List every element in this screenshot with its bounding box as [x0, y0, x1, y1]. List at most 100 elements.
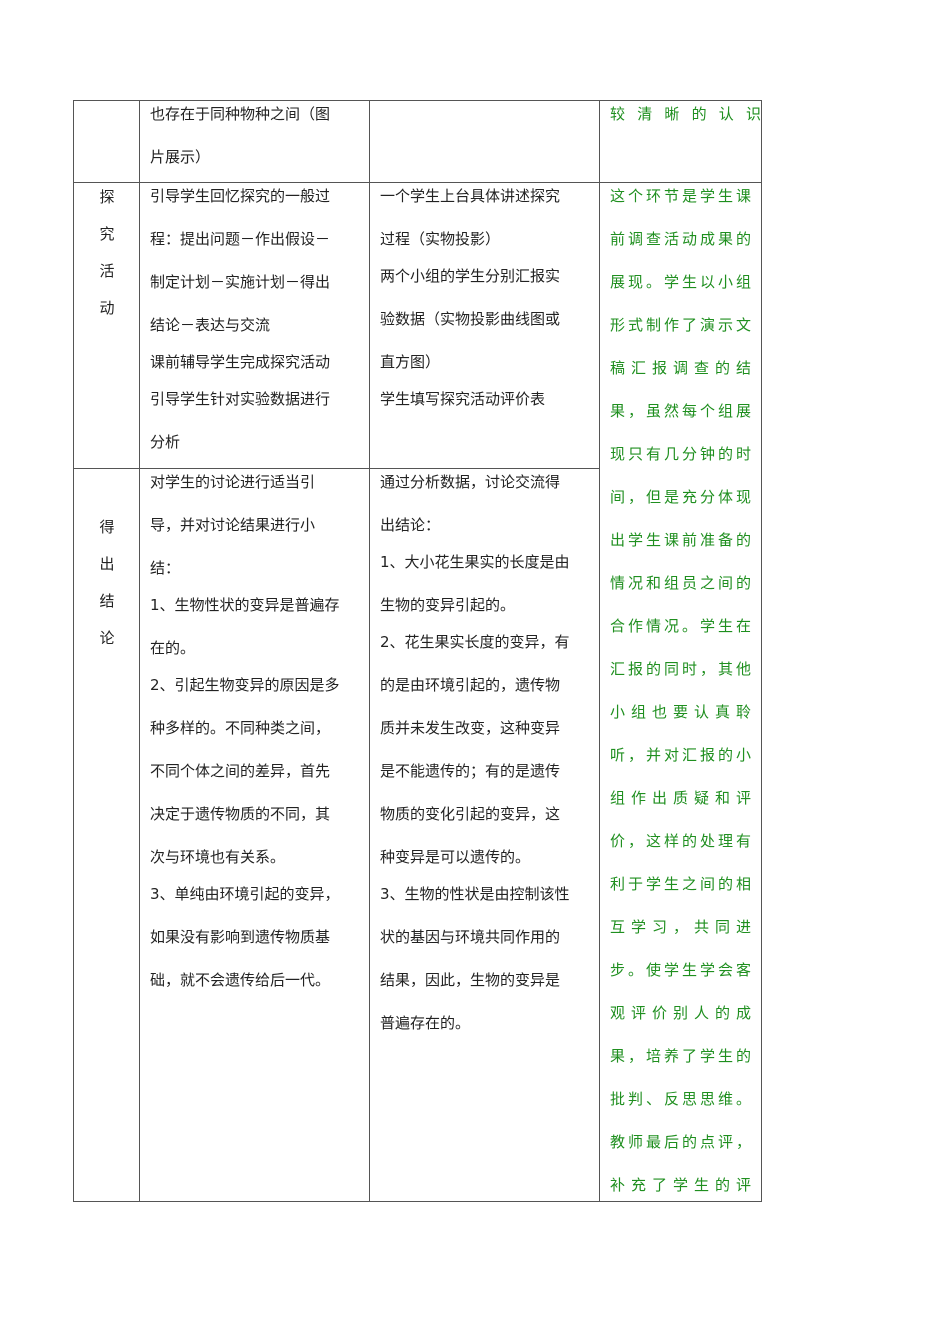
text-line: 也存在于同种物种之间（图	[150, 105, 331, 123]
text-line: 础，就不会遗传给后一代。	[150, 971, 331, 989]
text-line: 决定于遗传物质的不同，其	[150, 805, 331, 823]
text-line: 课前辅导学生完成探究活动	[150, 353, 331, 371]
paragraph: 3、单纯由环境引起的变异， 如果没有影响到遗传物质基 础，就不会遗传给后一代。	[150, 873, 369, 1002]
text-line: 出学生课前准备的	[610, 531, 751, 549]
text-line: 互学习，共同进	[610, 918, 751, 936]
r1-teacher-cell: 也存在于同种物种之间（图 片展示）	[139, 100, 370, 183]
text-line: 1、大小花生果实的长度是由	[380, 553, 570, 571]
text-line: 听，并对汇报的小	[610, 746, 751, 764]
text-line: 合作情况。学生在	[610, 617, 751, 635]
r2-student-cell: 一个学生上台具体讲述探究 过程（实物投影） 两个小组的学生分别汇报实 验数据（实物投影…	[369, 182, 600, 469]
paragraph: 3、生物的性状是由控制该性 状的基因与环境共同作用的 结果，因此，生物的变异是 普遍存…	[380, 873, 599, 1045]
text-line: 在的。	[150, 639, 196, 657]
paragraph: 一个学生上台具体讲述探究 过程（实物投影）	[380, 183, 599, 261]
text-line: 2、花生果实长度的变异，有	[380, 633, 570, 651]
text-line: 次与环境也有关系。	[150, 848, 286, 866]
text-line: 种变异是可以遗传的。	[380, 848, 531, 866]
note-merged-cell: 这个环节是学生课 前调查活动成果的 展现。学生以小组 形式制作了演示文 稿汇报调查的结果…	[599, 182, 762, 1202]
text-line: 学生填写探究活动评价表	[380, 390, 546, 408]
text-line: 一个学生上台具体讲述探究	[380, 187, 561, 205]
text-line: 3、单纯由环境引起的变异，	[150, 885, 340, 903]
text-line: 小组也要认真聆	[610, 703, 751, 721]
text-line: 是不能遗传的；有的是遗传	[380, 762, 561, 780]
text-line: 程：提出问题－作出假设－	[150, 230, 331, 248]
text-line: 通过分析数据，讨论交流得	[380, 473, 561, 491]
text-line: 批判、反思思维。	[610, 1090, 751, 1108]
paragraph: 2、引起生物变异的原因是多 种多样的。不同种类之间， 不同个体之间的差异，首先 决定于…	[150, 664, 369, 879]
text-line: 较清晰的认识	[610, 105, 761, 123]
paragraph: 2、花生果实长度的变异，有 的是由环境引起的，遗传物 质并未发生改变，这种变异 是不能…	[380, 621, 599, 879]
text-line: 种多样的。不同种类之间，	[150, 719, 331, 737]
paragraph: 引导学生针对实验数据进行 分析	[150, 378, 369, 464]
text-line: 观评价别人的成	[610, 1004, 751, 1022]
text-line: 过程（实物投影）	[380, 230, 501, 248]
paragraph: 1、大小花生果实的长度是由 生物的变异引起的。	[380, 541, 599, 627]
r1-note-cell: 较清晰的认识	[599, 100, 762, 183]
text-line: 的是由环境引起的，遗传物	[380, 676, 561, 694]
stage-label-conclusion: 得出结论	[74, 509, 139, 657]
text-line: 两个小组的学生分别汇报实	[380, 267, 561, 285]
text-line: 验数据（实物投影曲线图或	[380, 310, 561, 328]
text-line: 1、生物性状的变异是普遍存	[150, 596, 340, 614]
r2-stage-cell: 探究活动	[73, 182, 140, 469]
text-line: 形式制作了演示文	[610, 316, 751, 334]
stage-char: 出	[99, 555, 115, 573]
r3-stage-cell: 得出结论	[73, 468, 140, 1202]
stage-char: 探	[99, 188, 115, 206]
text-line: 结：	[150, 559, 181, 577]
text-line: 物质的变化引起的变异，这	[380, 805, 561, 823]
text-line: 生物的变异引起的。	[380, 596, 516, 614]
paragraph: 引导学生回忆探究的一般过 程：提出问题－作出假设－ 制定计划－实施计划－得出 结论－表…	[150, 183, 369, 347]
text-line: 结论－表达与交流	[150, 316, 271, 334]
stage-char: 论	[99, 629, 115, 647]
r3-teacher-cell: 对学生的讨论进行适当引 导，并对讨论结果进行小 结： 1、生物性状的变异是普遍存 在的。…	[139, 468, 370, 1202]
text-line: 补充了学生的评	[610, 1176, 751, 1194]
text-line: 结果，因此，生物的变异是	[380, 971, 561, 989]
text-line: 引导学生针对实验数据进行	[150, 390, 331, 408]
text-line: 教师最后的点评，	[610, 1133, 751, 1151]
stage-char: 动	[99, 299, 115, 317]
text-line: 3、生物的性状是由控制该性	[380, 885, 570, 903]
text-line: 分析	[150, 433, 181, 451]
paragraph: 学生填写探究活动评价表	[380, 378, 599, 421]
text-line: 汇报的同时，其他	[610, 660, 751, 678]
text-line: 这个环节是学生课	[610, 187, 751, 205]
text-line: 展现。学生以小组	[610, 273, 751, 291]
text-line: 组作出质疑和评	[610, 789, 751, 807]
text-line: 出结论：	[380, 516, 441, 534]
text-line: 前调查活动成果的	[610, 230, 751, 248]
text-line: 步。使学生学会客	[610, 961, 751, 979]
stage-label-explore: 探究活动	[74, 183, 139, 327]
text-line: 现只有几分钟的时	[610, 445, 751, 463]
text-line: 普遍存在的。	[380, 1014, 471, 1032]
stage-char: 结	[99, 592, 115, 610]
text-line: 价，这样的处理有	[610, 832, 751, 850]
text-line: 引导学生回忆探究的一般过	[150, 187, 331, 205]
paragraph: 也存在于同种物种之间（图 片展示）	[150, 101, 369, 179]
paragraph: 较清晰的认识	[610, 101, 761, 136]
paragraph: 通过分析数据，讨论交流得 出结论：	[380, 469, 599, 547]
r2-teacher-cell: 引导学生回忆探究的一般过 程：提出问题－作出假设－ 制定计划－实施计划－得出 结论－表…	[139, 182, 370, 469]
text-line: 如果没有影响到遗传物质基	[150, 928, 331, 946]
text-line: 导，并对讨论结果进行小	[150, 516, 316, 534]
text-line: 不同个体之间的差异，首先	[150, 762, 331, 780]
r3-student-cell: 通过分析数据，讨论交流得 出结论： 1、大小花生果实的长度是由 生物的变异引起的。 2、…	[369, 468, 600, 1202]
text-line: 对学生的讨论进行适当引	[150, 473, 316, 491]
text-line: 情况和组员之间的	[610, 574, 751, 592]
text-line: 利于学生之间的相	[610, 875, 751, 893]
paragraph: 课前辅导学生完成探究活动	[150, 341, 369, 384]
text-line: 果，虽然每个组展	[610, 402, 751, 420]
text-line: 制定计划－实施计划－得出	[150, 273, 331, 291]
text-line: 稿汇报调查的结	[610, 359, 751, 377]
stage-char: 究	[99, 225, 115, 243]
text-line: 质并未发生改变，这种变异	[380, 719, 561, 737]
stage-char: 得	[99, 518, 115, 536]
r1-student-cell	[369, 100, 600, 183]
text-line: 直方图）	[380, 353, 441, 371]
r1-stage-cell	[73, 100, 140, 183]
text-line: 2、引起生物变异的原因是多	[150, 676, 340, 694]
text-line: 间，但是充分体现	[610, 488, 751, 506]
text-line: 片展示）	[150, 148, 211, 166]
text-line: 果，培养了学生的	[610, 1047, 751, 1065]
